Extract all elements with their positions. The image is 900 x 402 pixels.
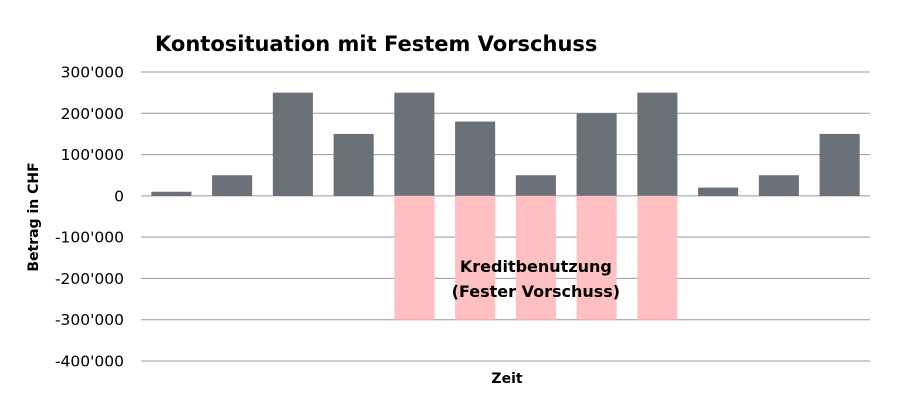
balance-bar (819, 133, 860, 196)
y-tick-label: 0 (114, 187, 124, 205)
annotation-label: Kreditbenutzung (460, 257, 612, 276)
balance-bar (576, 113, 617, 196)
balance-bar (394, 92, 435, 196)
balance-bar (758, 175, 799, 196)
y-axis-title: Betrag in CHF (26, 162, 42, 271)
balance-bar (637, 92, 678, 196)
balance-bar (333, 133, 374, 196)
balance-bar (455, 121, 496, 196)
annotation-label: (Fester Vorschuss) (452, 282, 620, 301)
balance-bar (698, 187, 739, 196)
bars (151, 92, 860, 320)
balance-bar (515, 175, 556, 196)
y-tick-labels: 300'000 200'000 100'000 0 -100'000 -200'000 -3… (55, 64, 124, 371)
credit-bar (637, 195, 678, 320)
y-tick-label: 100'000 (61, 146, 124, 164)
balance-bar (151, 191, 192, 196)
gridlines (141, 71, 870, 362)
y-tick-label: -200'000 (55, 270, 124, 288)
chart-title: Kontosituation mit Festem Vorschuss (155, 32, 597, 56)
credit-bar (394, 195, 435, 320)
y-tick-label: -300'000 (55, 311, 124, 329)
credit-bar (576, 195, 617, 320)
balance-bar (212, 175, 253, 196)
credit-bar (455, 195, 496, 320)
y-tick-label: 300'000 (61, 64, 124, 82)
y-tick-label: -400'000 (55, 353, 124, 371)
x-axis-title: Zeit (491, 371, 522, 387)
credit-bar (515, 195, 556, 320)
balance-bar (272, 92, 313, 196)
y-tick-label: -100'000 (55, 229, 124, 247)
annotations: Kreditbenutzung (Fester Vorschuss) (452, 257, 620, 301)
y-tick-label: 200'000 (61, 105, 124, 123)
